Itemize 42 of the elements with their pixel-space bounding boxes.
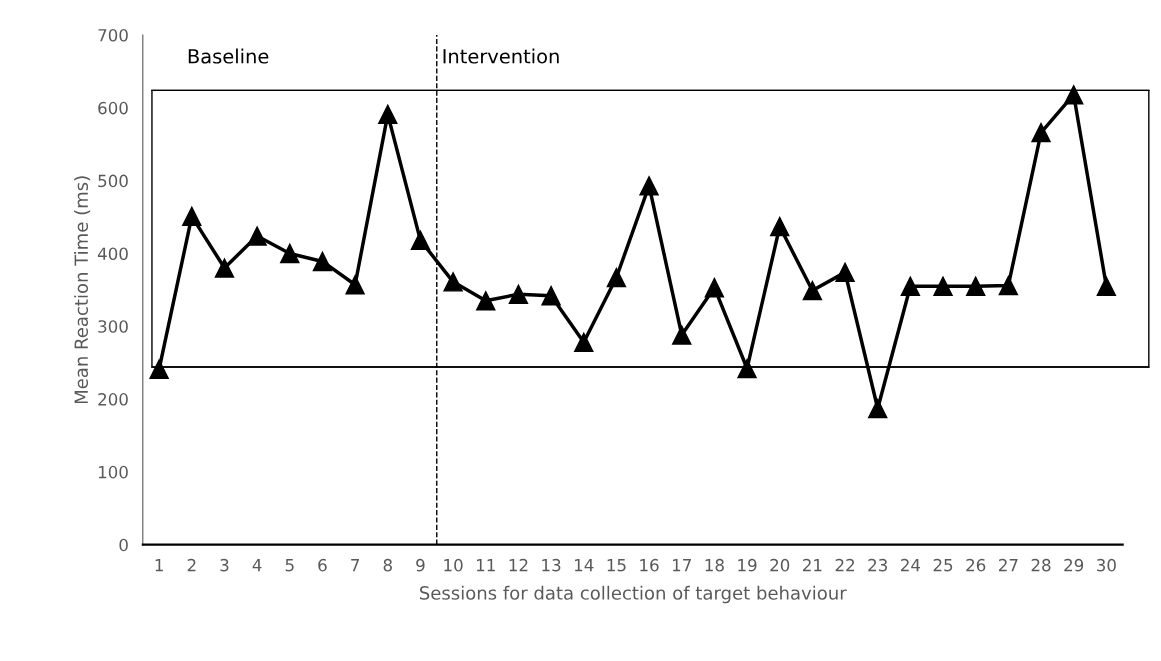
x-tick-label: 29 xyxy=(1064,558,1084,572)
x-tick-label: 5 xyxy=(285,559,294,572)
x-tick-label: 4 xyxy=(252,559,262,572)
x-tick-label: 14 xyxy=(574,559,594,572)
x-tick-label: 16 xyxy=(640,558,659,572)
x-tick-label: 7 xyxy=(351,559,359,572)
x-tick-label: 12 xyxy=(509,558,528,572)
x-tick-label: 19 xyxy=(738,558,757,572)
x-tick-label: 27 xyxy=(998,558,1018,572)
x-tick-label: 2 xyxy=(187,558,196,572)
x-tick-label: 30 xyxy=(1097,558,1116,572)
x-tick-label: 23 xyxy=(868,558,887,572)
x-tick-label: 9 xyxy=(416,558,425,572)
y-tick-label: 100 xyxy=(98,465,128,479)
x-tick-label: 1 xyxy=(155,559,163,572)
x-tick-label: 24 xyxy=(901,558,921,572)
y-axis-title: Mean Reaction Time (ms) xyxy=(74,176,91,404)
y-tick-label: 600 xyxy=(98,101,128,115)
y-tick-label: 400 xyxy=(97,247,128,261)
annotation: Intervention xyxy=(443,48,559,64)
y-tick-label: 300 xyxy=(98,320,128,333)
x-tick-label: 18 xyxy=(705,558,724,572)
x-tick-label: 20 xyxy=(770,558,790,572)
x-tick-label: 17 xyxy=(672,559,691,572)
x-tick-label: 6 xyxy=(318,558,327,572)
x-tick-label: 25 xyxy=(933,558,953,572)
x-tick-label: 15 xyxy=(607,559,626,572)
x-tick-label: 3 xyxy=(220,558,229,572)
x-tick-label: 28 xyxy=(1031,558,1051,572)
x-axis-title: Sessions for data collection of target behaviour xyxy=(420,585,847,604)
x-tick-label: 22 xyxy=(835,558,854,572)
x-tick-label: 21 xyxy=(803,558,822,572)
y-tick-label: 500 xyxy=(98,174,128,188)
x-tick-label: 11 xyxy=(476,559,495,572)
y-tick-label: 200 xyxy=(98,393,128,406)
x-tick-label: 8 xyxy=(383,558,392,572)
x-tick-label: 26 xyxy=(966,558,986,572)
x-tick-label: 13 xyxy=(542,558,561,572)
x-tick-label: 10 xyxy=(444,558,463,572)
annotation: Baseline xyxy=(188,48,269,64)
y-tick-label: 700 xyxy=(98,29,128,42)
y-tick-label: 0 xyxy=(119,538,128,552)
